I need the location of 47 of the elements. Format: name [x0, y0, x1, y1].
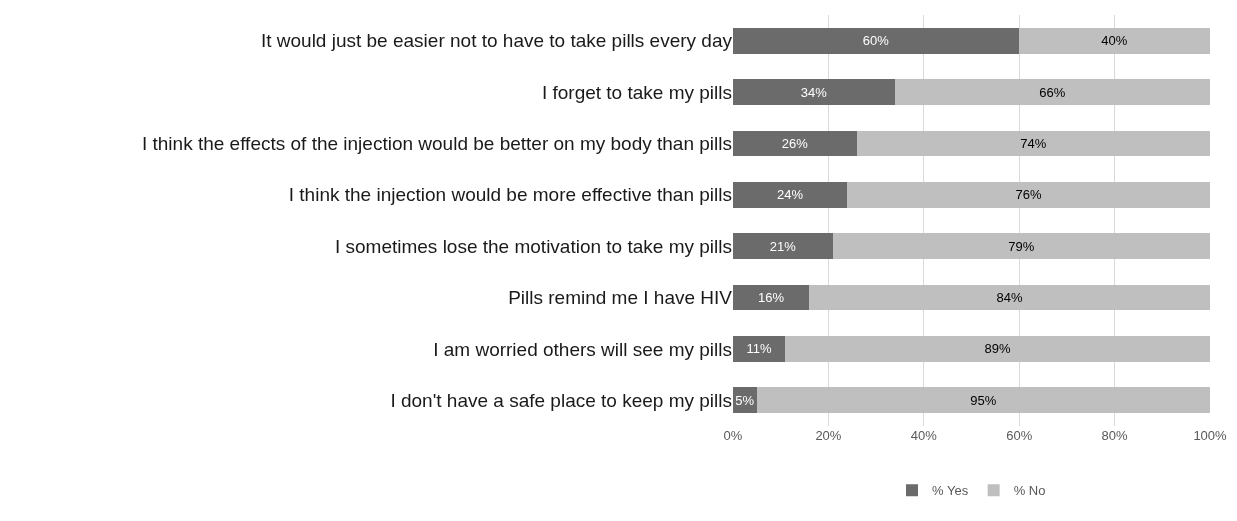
data-label: 89% — [984, 341, 1011, 357]
bar — [733, 181, 848, 208]
data-label: 79% — [1008, 238, 1035, 254]
bar — [895, 79, 1210, 105]
y-tick-label: I think the injection would be more effective than pills — [288, 184, 732, 206]
bar — [733, 233, 834, 260]
data-label: 66% — [1039, 84, 1066, 100]
data-label: 21% — [769, 238, 797, 254]
bar — [733, 79, 896, 105]
data-label: 26% — [781, 135, 809, 151]
bar — [756, 387, 1210, 414]
data-label: 40% — [1101, 33, 1128, 49]
y-tick-label: I think the effects of the injection would be better on my body than pills — [141, 133, 732, 155]
bar — [857, 130, 1210, 157]
y-tick-label: It would just be easier not to have to take pills every day — [260, 30, 733, 52]
y-tick-label: Pills remind me I have HIV — [508, 287, 733, 309]
x-tick-label: 0% — [723, 428, 743, 443]
x-tick-label: 60% — [1006, 428, 1033, 443]
data-label: 24% — [777, 187, 804, 203]
data-label: 16% — [757, 290, 785, 306]
legend-label: % Yes — [932, 483, 969, 499]
bar — [847, 181, 1210, 208]
x-tick-label: 100% — [1193, 428, 1228, 443]
bar — [1019, 27, 1210, 54]
x-tick-label: 80% — [1101, 428, 1129, 443]
data-label: 95% — [970, 392, 997, 408]
data-label: 5% — [735, 392, 755, 408]
bar — [733, 336, 786, 362]
data-label: 60% — [862, 33, 890, 49]
x-tick-label: 20% — [815, 428, 842, 443]
data-label: 84% — [996, 290, 1023, 306]
bar — [733, 284, 810, 311]
y-tick-label: I forget to take my pills — [541, 81, 732, 103]
data-label: 11% — [746, 341, 772, 357]
bar — [833, 233, 1210, 260]
bar — [785, 336, 1210, 362]
bar — [733, 27, 1020, 54]
data-label: 76% — [1015, 187, 1042, 203]
bar — [733, 130, 858, 157]
y-tick-label: I don't have a safe place to keep my pills — [390, 389, 732, 411]
x-tick-label: 40% — [910, 428, 938, 443]
y-tick-label: I am worried others will see my pills — [433, 338, 732, 360]
data-label: 34% — [800, 84, 828, 100]
legend-label: % No — [1013, 483, 1046, 499]
y-tick-label: I sometimes lose the motivation to take my pills — [334, 235, 732, 257]
bar — [809, 284, 1210, 311]
data-label: 74% — [1020, 135, 1047, 151]
